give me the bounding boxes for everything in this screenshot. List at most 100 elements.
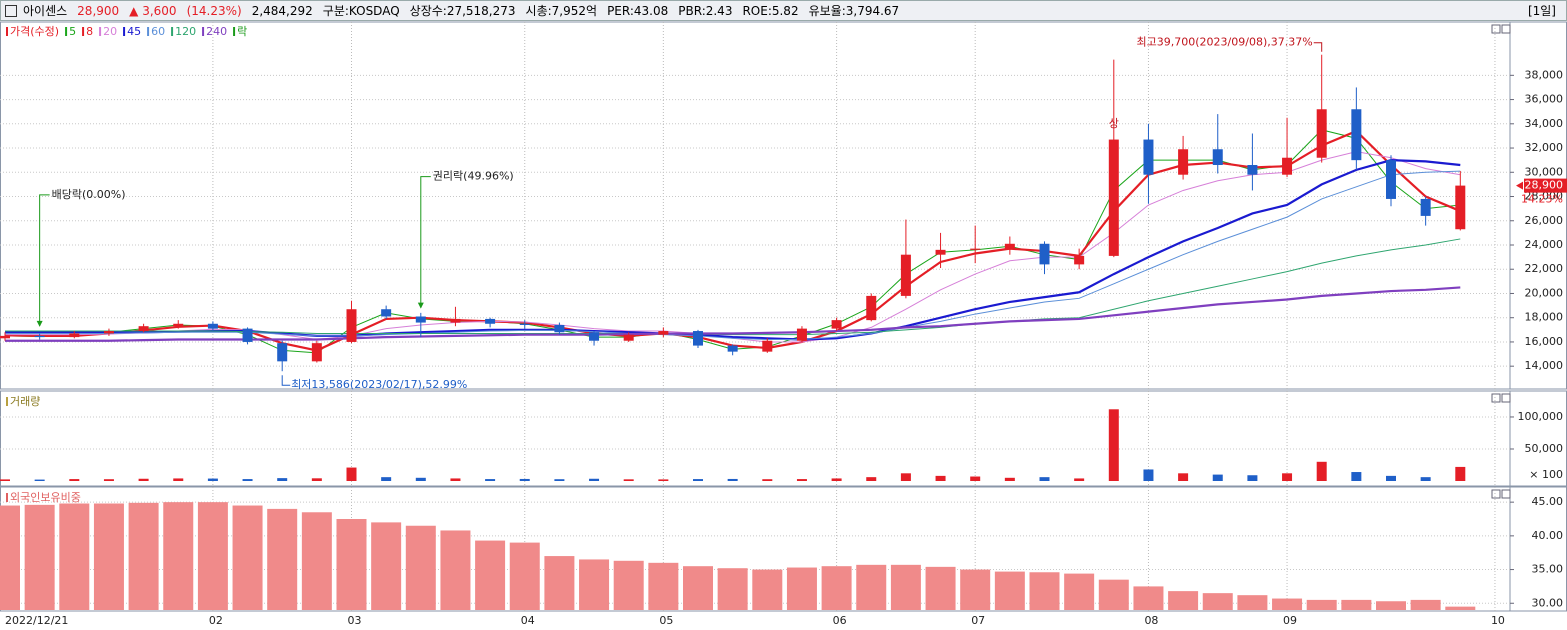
bar [831,478,842,481]
y-tick-label: 38,000 [1525,68,1564,81]
bar [925,566,956,610]
bar [311,478,322,481]
candle-body [796,328,807,341]
bar [821,566,852,610]
legend-swatch [6,397,8,406]
y-tick-label: 24,000 [1525,238,1564,251]
bar [69,479,80,481]
bar [1341,599,1372,610]
x-tick-label: 08 [1144,614,1158,627]
x-tick-label: 07 [971,614,985,627]
high-arrow [1313,42,1323,52]
legend-swatch [147,27,150,36]
legend-swatch [171,27,174,36]
bar [796,479,807,481]
bar [34,479,45,481]
bar [128,502,159,610]
bar [693,479,703,481]
bar [1351,472,1362,481]
panel-title: 외국인보유비중 [10,491,81,504]
bar [475,540,506,610]
price: 28,900 [77,3,120,18]
candle-body [1178,149,1189,175]
panel-frame [0,390,1567,487]
candle-body [727,345,738,352]
legend-label: 가격(수정) [10,25,59,38]
x-tick-label: 2022/12/21 [5,614,68,627]
bar [207,478,218,481]
legend-label: 240 [206,25,227,38]
legend-label: 락 [237,25,247,38]
candle-body [658,331,669,335]
panel-button [1491,489,1501,499]
bar [623,479,634,481]
legend-label: 20 [103,25,117,38]
bar [440,530,471,610]
y-tick-label: 45.00 [1532,495,1564,508]
low-label: 최저13,586(2023/02/17),52.99% [291,378,467,391]
bar [103,479,114,481]
bar [450,478,461,481]
bar [1133,586,1164,610]
candle-body [34,335,45,338]
bar [762,479,773,481]
y-tick-label: 100,000 [1518,410,1564,423]
last-price-box [1524,178,1567,193]
bar [232,505,263,610]
annotation-arrow [420,176,431,308]
chart: 2022/12/21 02 03 04 05 06 07 08 09 10 14,000 16,000… [0,21,1567,627]
y-tick-label: 20,000 [1525,286,1564,299]
bar [1420,477,1431,481]
stock-name: 아이센스 [23,4,68,18]
last-price-label: 28,900 [1525,179,1564,192]
legend-swatch [65,27,68,36]
bar [890,564,921,610]
bar [1098,579,1129,610]
bar [1202,593,1233,610]
bar [301,512,332,610]
y-tick-label: 34,000 [1525,117,1564,130]
candle-body [381,309,392,317]
x-tick-label: 02 [209,614,223,627]
candle-body [207,323,218,329]
candle-body [173,323,184,327]
period[interactable]: [1일] [1527,4,1556,18]
bar [1064,573,1095,610]
bar [405,525,436,610]
y-tick-label: 40.00 [1532,529,1564,542]
candle-body [900,254,911,296]
legend-swatch [6,27,8,36]
checkbox[interactable] [5,4,17,17]
bar [138,478,149,481]
info-item: 구분:KOSDAQ [322,4,400,18]
x-tick-label: 10 [1491,614,1505,627]
bar [24,504,55,610]
info-item: ROE:5.82 [742,4,799,18]
bar [1108,409,1119,481]
bar [856,564,887,610]
bar [1455,466,1466,481]
candle-body [242,328,253,342]
candle-body [1420,198,1431,216]
annotation-arrow [39,194,50,326]
candle-body [935,249,946,255]
candle-body [970,248,981,250]
bar [415,477,426,481]
candle-body [1316,109,1327,158]
annotation: 배당락(0.00%) [52,188,126,201]
candle-body [589,332,600,341]
bar [1386,475,1396,481]
bar [1306,599,1337,610]
x-tick-label: 09 [1283,614,1297,627]
candle-body [693,331,703,346]
bar [544,556,575,610]
annotation: 권리락(49.96%) [433,170,514,183]
volume: 2,484,292 [251,3,313,18]
bar [242,479,253,481]
legend-label: 45 [127,25,141,38]
bar [1168,591,1199,610]
candle-body [1247,165,1258,175]
bar [1410,599,1441,610]
last-price-pointer [1516,181,1523,190]
low-arrow [281,375,291,386]
